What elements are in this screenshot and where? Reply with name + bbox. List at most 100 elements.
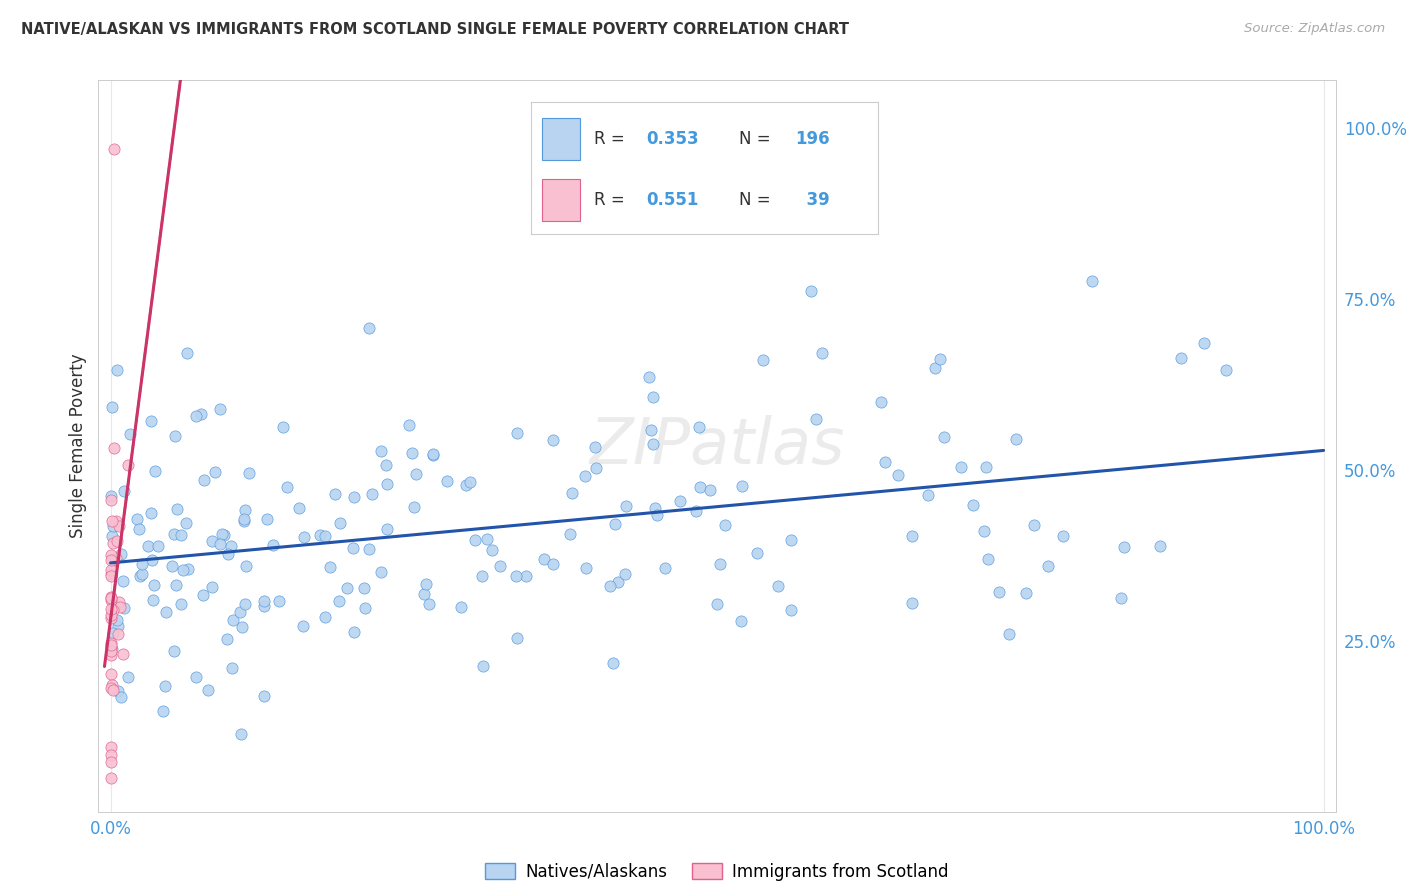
Point [105, 613, 128, 627]
Point [209, 537, 232, 551]
Point [267, 594, 290, 608]
Point [100, 748, 122, 763]
Point [153, 679, 176, 693]
Point [1005, 432, 1028, 446]
Point [689, 480, 711, 494]
Point [343, 491, 366, 505]
Point [932, 430, 955, 444]
Point [745, 546, 768, 560]
Point [558, 527, 581, 541]
Point [100, 569, 122, 583]
Point [177, 562, 200, 576]
Point [599, 579, 621, 593]
Point [533, 552, 555, 566]
Point [585, 460, 607, 475]
Point [100, 493, 122, 508]
Point [929, 351, 952, 366]
Point [361, 487, 384, 501]
Point [231, 727, 253, 741]
Point [541, 433, 564, 447]
Point [100, 563, 122, 577]
Point [342, 541, 364, 555]
Point [329, 516, 352, 530]
Point [575, 561, 598, 575]
Point [976, 552, 998, 566]
Point [221, 661, 243, 675]
Point [359, 321, 381, 335]
Point [804, 412, 827, 426]
Point [100, 602, 122, 616]
Point [800, 284, 823, 298]
Point [233, 598, 256, 612]
Point [228, 605, 250, 619]
Point [669, 494, 692, 508]
Y-axis label: Single Female Poverty: Single Female Poverty [69, 354, 87, 538]
Point [233, 514, 256, 528]
Point [101, 553, 124, 567]
Point [641, 390, 664, 404]
Point [190, 407, 212, 421]
Point [197, 683, 219, 698]
Point [105, 362, 128, 376]
Point [201, 534, 224, 549]
Point [950, 459, 973, 474]
Point [166, 501, 188, 516]
Point [120, 426, 142, 441]
Point [873, 454, 896, 468]
Point [103, 682, 125, 697]
Point [709, 557, 731, 571]
Point [100, 567, 122, 582]
Point [328, 594, 350, 608]
Point [101, 677, 124, 691]
Point [100, 771, 122, 785]
Point [103, 603, 125, 617]
Point [233, 512, 256, 526]
Point [583, 440, 606, 454]
Point [131, 566, 153, 581]
Point [184, 670, 207, 684]
Point [973, 524, 995, 538]
Point [1170, 351, 1192, 365]
Point [110, 547, 132, 561]
Point [100, 591, 122, 605]
Point [100, 641, 122, 656]
Point [128, 522, 150, 536]
Point [1024, 517, 1046, 532]
Point [117, 458, 139, 473]
Point [450, 599, 472, 614]
Point [117, 669, 139, 683]
Point [100, 755, 122, 769]
Point [107, 627, 129, 641]
Point [174, 516, 197, 531]
Point [370, 443, 392, 458]
Point [489, 558, 512, 573]
Point [111, 574, 134, 588]
Point [129, 569, 152, 583]
Point [422, 448, 444, 462]
Point [292, 530, 315, 544]
Point [170, 528, 193, 542]
Point [730, 614, 752, 628]
Point [101, 536, 124, 550]
Point [100, 592, 122, 607]
Point [253, 594, 276, 608]
Point [699, 483, 721, 498]
Point [481, 543, 503, 558]
Point [141, 553, 163, 567]
Point [515, 568, 537, 582]
Point [869, 394, 891, 409]
Point [170, 597, 193, 611]
Point [314, 609, 336, 624]
Point [108, 599, 131, 614]
Point [201, 580, 224, 594]
Point [101, 518, 124, 533]
Point [654, 561, 676, 575]
Point [143, 578, 166, 592]
Point [323, 487, 346, 501]
Point [561, 486, 583, 500]
Point [165, 578, 187, 592]
Point [614, 499, 637, 513]
Point [276, 480, 298, 494]
Point [418, 597, 440, 611]
Point [233, 502, 256, 516]
